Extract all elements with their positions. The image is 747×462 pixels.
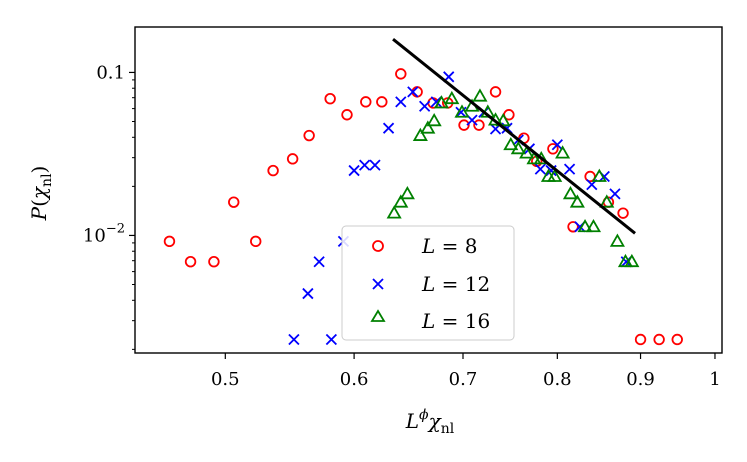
y-axis-label: P(χnl) (27, 166, 55, 222)
data-point (547, 168, 563, 182)
data-point (324, 93, 336, 105)
data-point (458, 119, 470, 131)
fit-line (392, 37, 636, 235)
data-point (386, 205, 402, 219)
data-point (562, 186, 579, 200)
data-point (286, 153, 299, 165)
data-point (547, 143, 559, 155)
data-point (617, 207, 629, 219)
legend-marker-L8 (372, 240, 384, 252)
series-L-16 (386, 88, 640, 268)
data-point (609, 233, 625, 247)
data-point (303, 129, 315, 142)
data-point (585, 218, 602, 233)
data-point (510, 140, 526, 155)
data-point (609, 188, 621, 200)
data-point (653, 333, 665, 346)
legend-label-L12: L = 12 (421, 272, 490, 296)
data-point (325, 333, 338, 346)
data-point (433, 95, 450, 109)
data-point (228, 196, 240, 208)
data-point (313, 256, 325, 268)
x-tick-label: 0.6 (340, 369, 369, 390)
y-tick-label: 0.1 (96, 62, 125, 83)
data-point (348, 164, 360, 177)
data-point (412, 127, 428, 141)
data-point (288, 333, 300, 346)
data-point (519, 145, 535, 159)
data-point (382, 122, 395, 134)
data-point (599, 194, 615, 208)
legend-marker-L16 (370, 309, 386, 322)
data-point (489, 86, 502, 98)
data-point (472, 88, 488, 102)
x-tick-label: 0.7 (449, 369, 478, 390)
data-point (395, 68, 407, 80)
data-point (555, 145, 571, 159)
data-point (526, 151, 542, 165)
data-point (360, 96, 372, 108)
data-point (671, 333, 683, 346)
x-tick-label: 0.8 (543, 369, 572, 390)
data-point (184, 256, 197, 268)
x-tick-label: 0.9 (626, 369, 655, 390)
tick-layer: 0.5 0.6 0.7 0.8 0.9 1 10−2 0.1 (83, 62, 721, 390)
data-point (420, 120, 436, 134)
data-layer (163, 37, 683, 346)
data-point (569, 194, 585, 208)
data-point (426, 112, 442, 127)
data-point (267, 164, 279, 177)
x-tick-label: 1 (709, 369, 720, 390)
x-axis-label: Lϕχnl (405, 407, 455, 437)
legend-marker-L12 (372, 278, 384, 290)
data-point (376, 96, 388, 108)
data-point (563, 163, 576, 175)
data-point (567, 221, 579, 233)
data-point (208, 256, 220, 268)
data-point (591, 168, 607, 182)
data-point (503, 136, 519, 151)
legend: L = 8 L = 12 L = 16 (341, 225, 515, 341)
plot-frame (134, 26, 723, 354)
data-point (399, 186, 415, 200)
data-point (444, 90, 460, 105)
data-point (369, 159, 381, 171)
data-point (473, 119, 485, 131)
data-point (551, 139, 563, 151)
data-point (163, 235, 176, 248)
data-point (341, 109, 353, 121)
data-point (302, 287, 314, 300)
data-point (250, 235, 262, 248)
data-point (393, 194, 409, 208)
data-point (395, 96, 407, 108)
legend-label-L16: L = 16 (421, 309, 490, 333)
data-point (634, 333, 647, 346)
data-point (495, 112, 511, 127)
data-point (624, 253, 640, 268)
x-tick-label: 0.5 (211, 369, 240, 390)
data-point (534, 163, 546, 175)
data-point (533, 151, 549, 165)
data-point (577, 218, 593, 233)
data-point (407, 86, 419, 98)
legend-label-L8: L = 8 (421, 234, 477, 258)
y-tick-label: 10−2 (83, 221, 125, 246)
data-point (419, 100, 431, 112)
data-point (358, 159, 371, 171)
legend-box (341, 225, 515, 341)
